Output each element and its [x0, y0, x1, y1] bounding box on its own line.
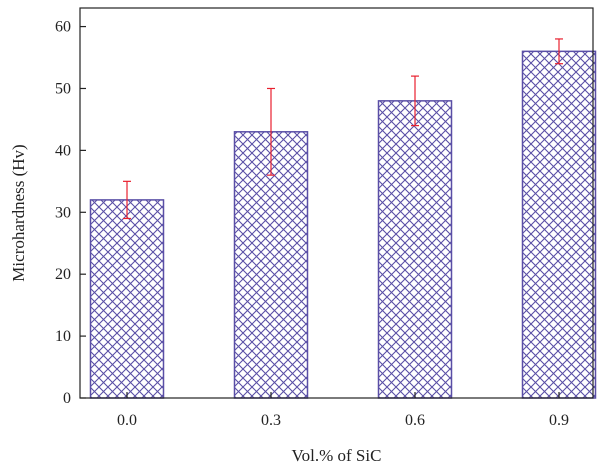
labels-group: 0 10 20 30 40 50 60 0.0 0.3 0.6 0.9: [55, 19, 569, 429]
x-tick-label-0.9: 0.9: [549, 412, 569, 429]
y-tick-label-50: 50: [55, 80, 71, 97]
error-bars-group: [123, 38, 563, 220]
plot-frame: [79, 7, 594, 399]
x-tick-label-0.6: 0.6: [405, 412, 425, 429]
bar-0.3: [233, 131, 309, 399]
y-tick-label-0: 0: [63, 390, 71, 407]
x-tick-label-0.3: 0.3: [261, 412, 281, 429]
x-tick-label-0.0: 0.0: [117, 412, 137, 429]
y-axis-title: Microhardness (Hv): [9, 144, 28, 281]
y-tick-label-40: 40: [55, 142, 71, 159]
x-axis-title: Vol.% of SiC: [292, 446, 382, 465]
y-tick-label-60: 60: [55, 19, 71, 36]
y-tick-label-20: 20: [55, 266, 71, 283]
bar-0.6: [377, 100, 453, 399]
y-tick-label-30: 30: [55, 204, 71, 221]
bar-0.0: [89, 199, 165, 399]
bar-0.9: [521, 50, 597, 399]
y-tick-label-10: 10: [55, 328, 71, 345]
bars-group: [89, 50, 597, 399]
axes-group: [79, 7, 594, 399]
